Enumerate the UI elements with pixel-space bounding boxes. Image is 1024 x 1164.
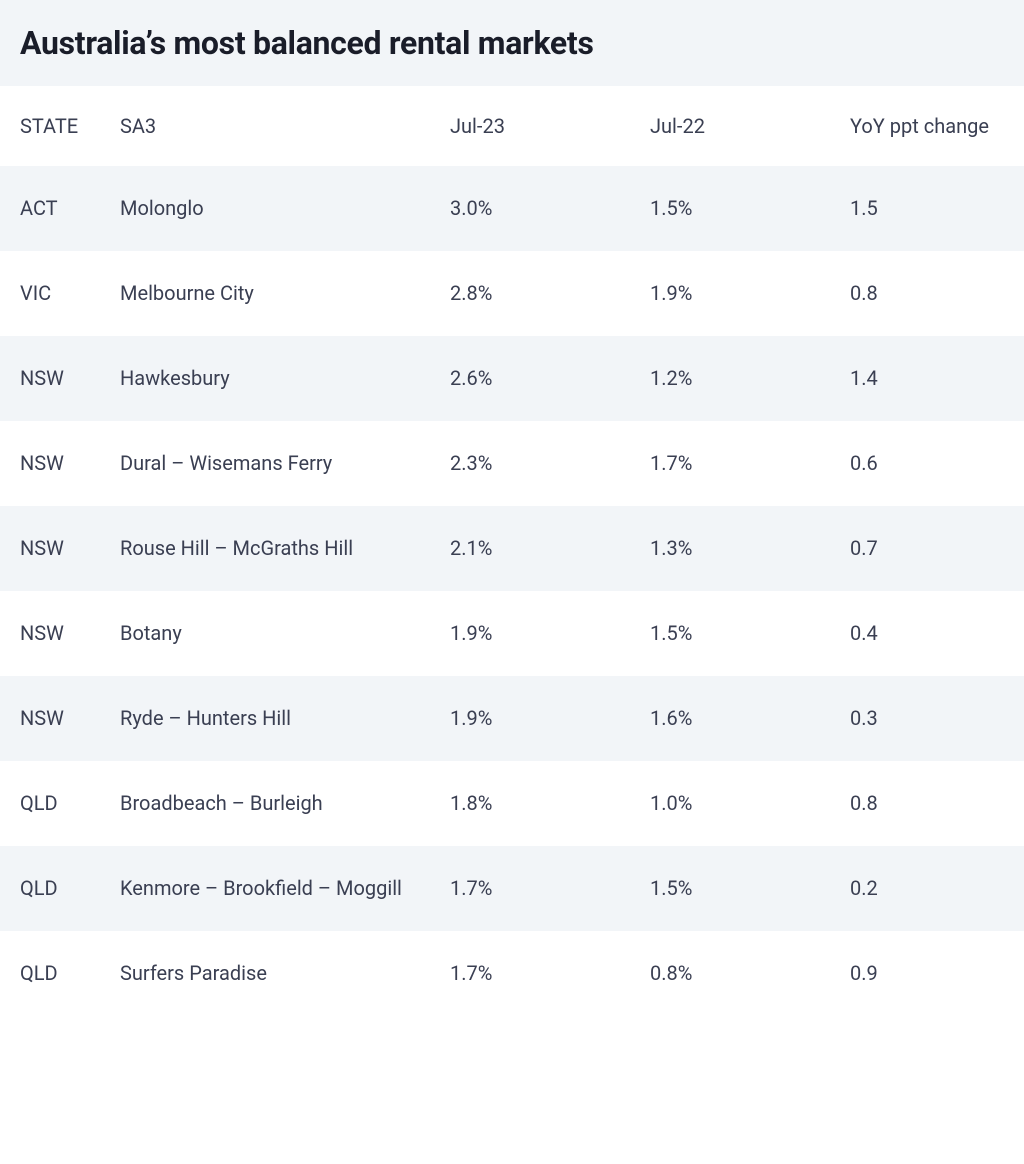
cell-yoy: 0.7 <box>830 506 1024 591</box>
cell-state: ACT <box>0 166 100 251</box>
table-row: ACTMolonglo3.0%1.5%1.5 <box>0 166 1024 251</box>
cell-jul22: 1.7% <box>630 421 830 506</box>
cell-state: QLD <box>0 846 100 931</box>
cell-jul23: 3.0% <box>430 166 630 251</box>
table-row: VICMelbourne City2.8%1.9%0.8 <box>0 251 1024 336</box>
cell-jul22: 1.2% <box>630 336 830 421</box>
cell-jul22: 1.0% <box>630 761 830 846</box>
table-row: QLDBroadbeach – Burleigh1.8%1.0%0.8 <box>0 761 1024 846</box>
cell-state: NSW <box>0 506 100 591</box>
cell-sa3: Surfers Paradise <box>100 931 430 1016</box>
cell-state: NSW <box>0 591 100 676</box>
table-container: Australia’s most balanced rental markets… <box>0 0 1024 1016</box>
table-row: NSWBotany1.9%1.5%0.4 <box>0 591 1024 676</box>
cell-jul23: 1.7% <box>430 846 630 931</box>
cell-yoy: 0.6 <box>830 421 1024 506</box>
cell-jul23: 2.1% <box>430 506 630 591</box>
cell-yoy: 0.3 <box>830 676 1024 761</box>
cell-jul23: 1.9% <box>430 676 630 761</box>
cell-jul23: 2.3% <box>430 421 630 506</box>
table-title: Australia’s most balanced rental markets <box>20 24 1004 62</box>
cell-jul22: 1.5% <box>630 846 830 931</box>
cell-sa3: Ryde – Hunters Hill <box>100 676 430 761</box>
col-header-yoy: YoY ppt change <box>830 86 1024 166</box>
cell-state: NSW <box>0 676 100 761</box>
cell-sa3: Hawkesbury <box>100 336 430 421</box>
cell-sa3: Rouse Hill – McGraths Hill <box>100 506 430 591</box>
cell-jul23: 1.8% <box>430 761 630 846</box>
cell-jul22: 1.5% <box>630 166 830 251</box>
cell-yoy: 1.5 <box>830 166 1024 251</box>
cell-state: QLD <box>0 761 100 846</box>
cell-state: VIC <box>0 251 100 336</box>
cell-jul23: 2.8% <box>430 251 630 336</box>
col-header-sa3: SA3 <box>100 86 430 166</box>
cell-yoy: 0.2 <box>830 846 1024 931</box>
col-header-jul23: Jul-23 <box>430 86 630 166</box>
rental-markets-table: STATE SA3 Jul-23 Jul-22 YoY ppt change A… <box>0 86 1024 1016</box>
cell-sa3: Dural – Wisemans Ferry <box>100 421 430 506</box>
cell-jul22: 0.8% <box>630 931 830 1016</box>
table-row: NSWHawkesbury2.6%1.2%1.4 <box>0 336 1024 421</box>
cell-state: QLD <box>0 931 100 1016</box>
table-row: NSWRouse Hill – McGraths Hill2.1%1.3%0.7 <box>0 506 1024 591</box>
cell-state: NSW <box>0 336 100 421</box>
col-header-jul22: Jul-22 <box>630 86 830 166</box>
title-bar: Australia’s most balanced rental markets <box>0 0 1024 86</box>
cell-sa3: Molonglo <box>100 166 430 251</box>
cell-sa3: Melbourne City <box>100 251 430 336</box>
cell-jul23: 1.7% <box>430 931 630 1016</box>
table-row: QLDKenmore – Brookfield – Moggill1.7%1.5… <box>0 846 1024 931</box>
table-body: ACTMolonglo3.0%1.5%1.5VICMelbourne City2… <box>0 166 1024 1016</box>
cell-sa3: Botany <box>100 591 430 676</box>
cell-yoy: 0.8 <box>830 251 1024 336</box>
table-row: NSWRyde – Hunters Hill1.9%1.6%0.3 <box>0 676 1024 761</box>
cell-sa3: Kenmore – Brookfield – Moggill <box>100 846 430 931</box>
col-header-state: STATE <box>0 86 100 166</box>
cell-yoy: 1.4 <box>830 336 1024 421</box>
cell-jul22: 1.5% <box>630 591 830 676</box>
cell-yoy: 0.8 <box>830 761 1024 846</box>
table-row: QLDSurfers Paradise1.7%0.8%0.9 <box>0 931 1024 1016</box>
cell-jul23: 1.9% <box>430 591 630 676</box>
cell-jul23: 2.6% <box>430 336 630 421</box>
cell-yoy: 0.9 <box>830 931 1024 1016</box>
table-row: NSWDural – Wisemans Ferry2.3%1.7%0.6 <box>0 421 1024 506</box>
cell-jul22: 1.3% <box>630 506 830 591</box>
cell-state: NSW <box>0 421 100 506</box>
cell-jul22: 1.9% <box>630 251 830 336</box>
cell-yoy: 0.4 <box>830 591 1024 676</box>
cell-jul22: 1.6% <box>630 676 830 761</box>
cell-sa3: Broadbeach – Burleigh <box>100 761 430 846</box>
table-header-row: STATE SA3 Jul-23 Jul-22 YoY ppt change <box>0 86 1024 166</box>
